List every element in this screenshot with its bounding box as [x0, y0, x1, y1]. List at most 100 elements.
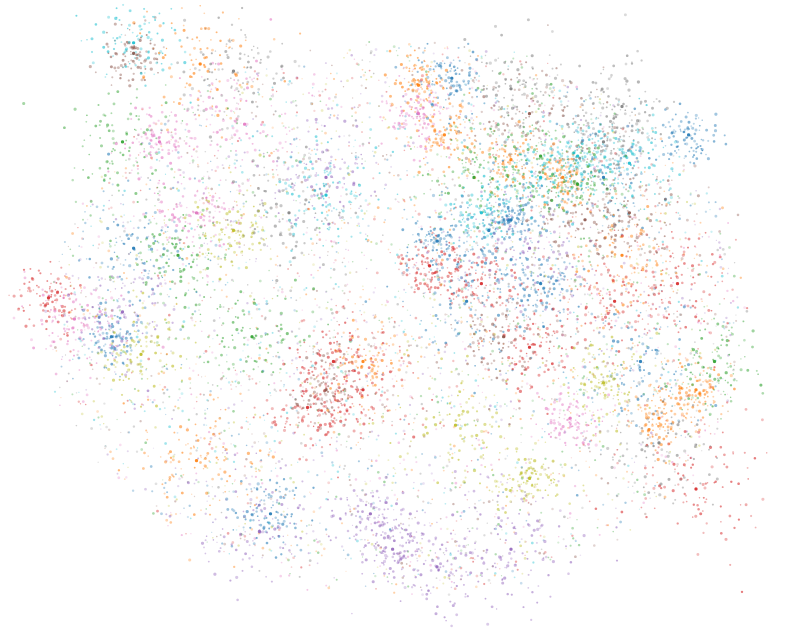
scatter-point — [527, 324, 529, 326]
scatter-point — [487, 167, 491, 170]
scatter-point — [511, 297, 515, 301]
scatter-point — [727, 222, 730, 224]
scatter-point — [173, 305, 176, 308]
scatter-point — [156, 209, 159, 211]
scatter-point — [569, 516, 571, 519]
scatter-point — [529, 191, 532, 194]
scatter-point — [608, 317, 611, 320]
scatter-point — [509, 184, 513, 188]
scatter-point — [534, 322, 537, 325]
scatter-point — [213, 449, 217, 453]
scatter-point — [573, 256, 576, 260]
scatter-point — [267, 179, 270, 182]
scatter-point — [279, 491, 281, 493]
scatter-point — [173, 220, 176, 224]
scatter-point — [270, 373, 274, 377]
scatter-point — [638, 218, 641, 221]
scatter-point — [291, 396, 294, 398]
scatter-point — [288, 490, 291, 493]
scatter-point — [561, 450, 564, 453]
scatter-point — [590, 201, 593, 204]
scatter-point — [531, 399, 534, 403]
scatter-point — [575, 265, 578, 268]
scatter-point — [729, 333, 732, 337]
scatter-point — [289, 289, 293, 293]
scatter-point — [142, 404, 145, 406]
scatter-point — [337, 285, 340, 288]
scatter-point — [139, 420, 142, 423]
scatter-point — [327, 491, 329, 493]
scatter-point — [530, 209, 533, 212]
scatter-point — [301, 171, 305, 174]
scatter-point — [695, 150, 698, 153]
scatter-point — [557, 310, 560, 313]
scatter-point — [148, 270, 151, 272]
scatter-point — [494, 572, 497, 575]
scatter-point — [269, 97, 272, 101]
scatter-point — [368, 69, 371, 72]
scatter-point — [135, 450, 139, 453]
scatter-point — [288, 375, 291, 378]
scatter-point — [537, 439, 540, 442]
scatter-point — [300, 566, 303, 569]
scatter-point — [503, 237, 506, 241]
scatter-point — [263, 123, 266, 127]
scatter-point — [166, 243, 168, 245]
scatter-point — [542, 149, 545, 152]
scatter-point — [330, 378, 333, 381]
scatter-point — [433, 291, 437, 295]
scatter-point — [358, 103, 361, 107]
scatter-point — [401, 228, 405, 232]
scatter-point — [633, 107, 637, 111]
scatter-point — [150, 130, 152, 132]
scatter-point — [508, 362, 512, 366]
scatter-point — [449, 210, 451, 212]
scatter-point — [635, 385, 638, 388]
scatter-point — [486, 84, 488, 87]
scatter-point — [236, 139, 240, 143]
scatter-point — [468, 227, 470, 230]
scatter-point — [405, 254, 408, 258]
scatter-point — [143, 226, 146, 229]
scatter-point — [689, 161, 692, 164]
scatter-point — [576, 330, 580, 333]
scatter-point — [273, 439, 276, 443]
scatter-point — [693, 220, 696, 223]
scatter-point — [222, 167, 225, 170]
scatter-point — [258, 416, 262, 419]
scatter-point — [623, 169, 626, 172]
scatter-point — [484, 127, 487, 130]
scatter-point — [447, 76, 451, 80]
scatter-point — [386, 285, 389, 288]
scatter-point — [69, 350, 72, 353]
scatter-point — [619, 371, 621, 373]
scatter-point — [89, 199, 93, 202]
scatter-point — [578, 446, 581, 449]
scatter-point — [85, 393, 89, 397]
scatter-point — [534, 287, 536, 290]
scatter-point — [81, 400, 85, 403]
scatter-point — [254, 413, 257, 416]
scatter-point — [501, 216, 504, 219]
scatter-point — [349, 170, 352, 173]
scatter-point — [121, 224, 125, 228]
scatter-point — [295, 310, 298, 313]
scatter-point — [135, 257, 138, 261]
scatter-point — [429, 259, 433, 263]
scatter-point — [209, 389, 212, 393]
scatter-point — [271, 88, 274, 92]
scatter-point — [700, 152, 703, 155]
scatter-point — [394, 65, 398, 69]
scatter-point — [372, 314, 375, 317]
scatter-point — [250, 78, 254, 81]
scatter-point — [417, 268, 420, 271]
scatter-point — [412, 266, 415, 269]
scatter-point — [174, 171, 176, 173]
scatter-point — [479, 91, 482, 93]
scatter-point — [619, 236, 621, 238]
scatter-point — [467, 250, 470, 253]
scatter-point — [474, 502, 476, 505]
scatter-point — [532, 561, 535, 564]
scatter-point — [699, 144, 702, 148]
scatter-point — [590, 312, 594, 316]
